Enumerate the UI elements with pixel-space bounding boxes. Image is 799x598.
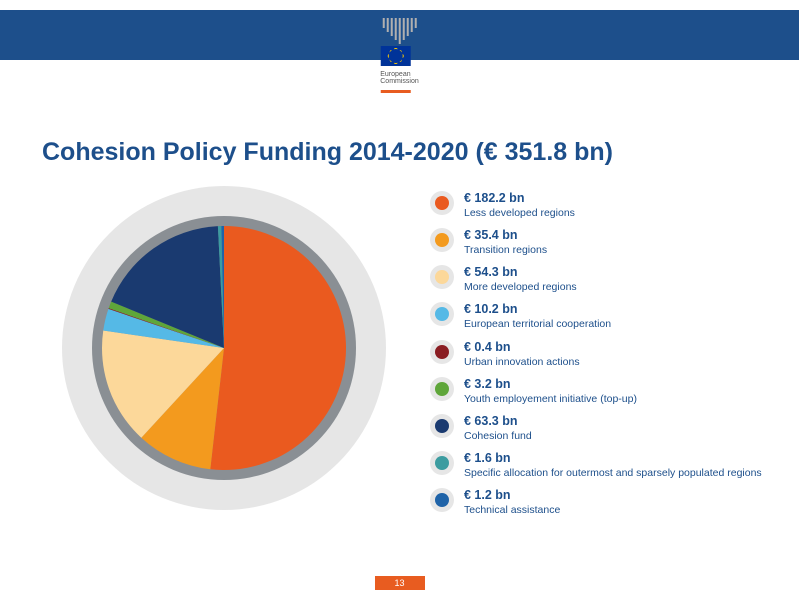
legend-item: € 54.3 bnMore developed regions — [430, 264, 770, 294]
legend-value: € 3.2 bn — [464, 377, 637, 392]
legend-dot-icon — [430, 265, 454, 289]
legend-dot-icon — [430, 302, 454, 326]
legend-item: € 182.2 bnLess developed regions — [430, 190, 770, 220]
logo-text-line2: Commission — [380, 78, 419, 86]
legend-value: € 182.2 bn — [464, 191, 575, 206]
legend-value: € 10.2 bn — [464, 302, 611, 317]
legend-dot-icon — [430, 451, 454, 475]
page-title: Cohesion Policy Funding 2014-2020 (€ 351… — [42, 138, 613, 167]
pie-chart — [62, 186, 386, 510]
legend-value: € 35.4 bn — [464, 228, 547, 243]
legend-value: € 54.3 bn — [464, 265, 577, 280]
legend-dot-icon — [430, 191, 454, 215]
legend-label: European territorial cooperation — [464, 318, 611, 331]
legend-label: Cohesion fund — [464, 430, 532, 443]
legend-label: More developed regions — [464, 281, 577, 294]
legend-dot-icon — [430, 414, 454, 438]
logo-underline — [380, 90, 410, 93]
legend-item: € 0.4 bnUrban innovation actions — [430, 339, 770, 369]
legend-item: € 3.2 bnYouth employement initiative (to… — [430, 376, 770, 406]
legend-label: Urban innovation actions — [464, 356, 580, 369]
legend-label: Transition regions — [464, 244, 547, 257]
legend-value: € 1.2 bn — [464, 488, 560, 503]
legend-value: € 63.3 bn — [464, 414, 532, 429]
legend-item: € 1.2 bnTechnical assistance — [430, 487, 770, 517]
ec-logo: European Commission — [380, 18, 419, 93]
logo-building-icon — [380, 18, 419, 44]
legend-item: € 1.6 bnSpecific allocation for outermos… — [430, 450, 770, 480]
legend-label: Technical assistance — [464, 504, 560, 517]
legend-label: Less developed regions — [464, 207, 575, 220]
legend-item: € 10.2 bnEuropean territorial cooperatio… — [430, 301, 770, 331]
legend-dot-icon — [430, 228, 454, 252]
legend-value: € 1.6 bn — [464, 451, 762, 466]
legend-value: € 0.4 bn — [464, 340, 580, 355]
logo-text-line1: European — [380, 71, 419, 79]
legend-dot-icon — [430, 340, 454, 364]
legend-item: € 35.4 bnTransition regions — [430, 227, 770, 257]
legend-dot-icon — [430, 488, 454, 512]
legend-dot-icon — [430, 377, 454, 401]
eu-flag-icon — [380, 46, 410, 66]
legend-label: Specific allocation for outermost and sp… — [464, 467, 762, 480]
legend-item: € 63.3 bnCohesion fund — [430, 413, 770, 443]
chart-legend: € 182.2 bnLess developed regions € 35.4 b… — [430, 190, 770, 524]
legend-label: Youth employement initiative (top-up) — [464, 393, 637, 406]
page-number: 13 — [374, 576, 424, 590]
